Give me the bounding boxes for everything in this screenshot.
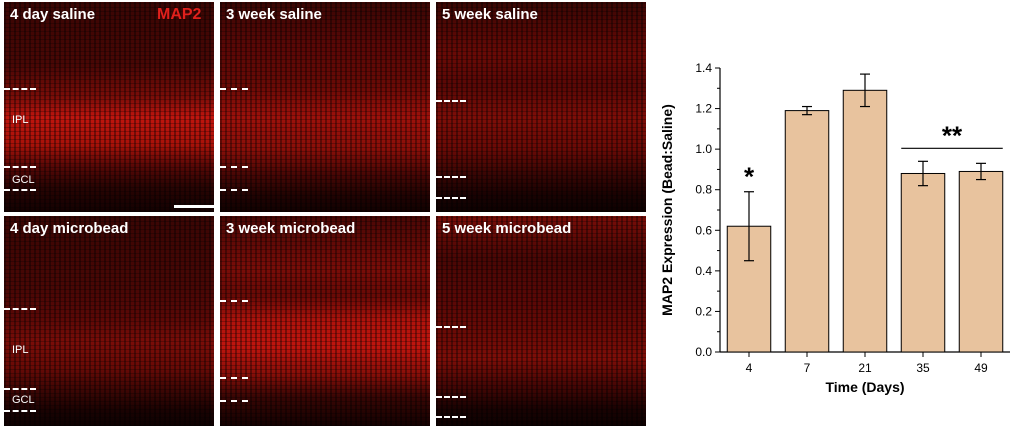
bar <box>842 89 888 353</box>
y-tick-label: 0.8 <box>695 183 712 197</box>
layer-boundary-line <box>436 416 466 418</box>
panel-4day-microbead: 4 day microbead IPL GCL <box>4 216 214 426</box>
gcl-label: GCL <box>12 174 35 186</box>
bar <box>784 110 830 353</box>
y-axis-title: MAP2 Expression (Bead:Saline) <box>659 104 675 316</box>
x-tick-label: 4 <box>746 361 753 375</box>
layer-boundary-line <box>436 100 466 102</box>
layer-boundary-line <box>4 308 36 310</box>
layer-boundary-line <box>4 189 36 191</box>
layer-boundary-line <box>220 88 248 90</box>
x-tick-label: 21 <box>858 361 872 375</box>
micrograph-image <box>436 2 646 212</box>
micrograph-image <box>436 216 646 426</box>
layer-boundary-line <box>220 377 248 379</box>
layer-boundary-line <box>4 410 36 412</box>
gcl-label: GCL <box>12 394 35 406</box>
y-tick-label: 1.0 <box>695 142 712 156</box>
y-tick-label: 0.6 <box>695 223 712 237</box>
layer-boundary-line <box>220 400 248 402</box>
y-tick-label: 0.4 <box>695 264 712 278</box>
x-tick-label: 7 <box>804 361 811 375</box>
bar <box>958 170 1004 353</box>
panel-3week-saline: 3 week saline <box>220 2 430 212</box>
significance-marker: * <box>744 162 755 192</box>
panel-caption: 4 day saline <box>10 6 96 23</box>
ipl-label: IPL <box>12 344 29 356</box>
panel-caption: 5 week saline <box>442 6 538 23</box>
layer-boundary-line <box>436 197 466 199</box>
layer-boundary-line <box>4 166 36 168</box>
layer-boundary-line <box>220 166 248 168</box>
stain-label: MAP2 <box>157 6 202 23</box>
bar-chart: 0.0 0.2 0.4 0.6 0.8 1.0 1.2 1.4 4 7 21 35 49 Time (Da… <box>659 61 1010 395</box>
x-axis-title: Time (Days) <box>825 379 904 395</box>
layer-boundary-line <box>220 189 248 191</box>
significance-marker: ** <box>942 120 963 150</box>
y-tick-label: 1.2 <box>695 102 712 116</box>
layer-boundary-line <box>436 176 466 178</box>
panel-3week-microbead: 3 week microbead <box>220 216 430 426</box>
scale-bar <box>174 205 214 208</box>
y-tick-label: 1.4 <box>695 61 712 75</box>
panel-caption: 3 week microbead <box>226 220 356 237</box>
x-tick-label: 49 <box>974 361 988 375</box>
y-tick-label: 0.2 <box>695 304 712 318</box>
panel-caption: 5 week microbead <box>442 220 572 237</box>
panel-5week-microbead: 5 week microbead <box>436 216 646 426</box>
micrograph-image <box>220 2 430 212</box>
panel-caption: 4 day microbead <box>10 220 129 237</box>
y-tick-label: 0.0 <box>695 345 712 359</box>
bar <box>900 172 946 353</box>
micrograph-image <box>220 216 430 426</box>
x-tick-label: 35 <box>916 361 930 375</box>
layer-boundary-line <box>4 88 36 90</box>
layer-boundary-line <box>220 300 248 302</box>
panel-caption: 3 week saline <box>226 6 322 23</box>
layer-boundary-line <box>436 326 466 328</box>
layer-boundary-line <box>4 388 36 390</box>
panel-4day-saline: 4 day saline MAP2 IPL GCL <box>4 2 214 212</box>
layer-boundary-line <box>436 396 466 398</box>
micrograph-image <box>4 216 214 426</box>
panel-5week-saline: 5 week saline <box>436 2 646 212</box>
micrograph-image <box>4 2 214 212</box>
ipl-label: IPL <box>12 114 29 126</box>
